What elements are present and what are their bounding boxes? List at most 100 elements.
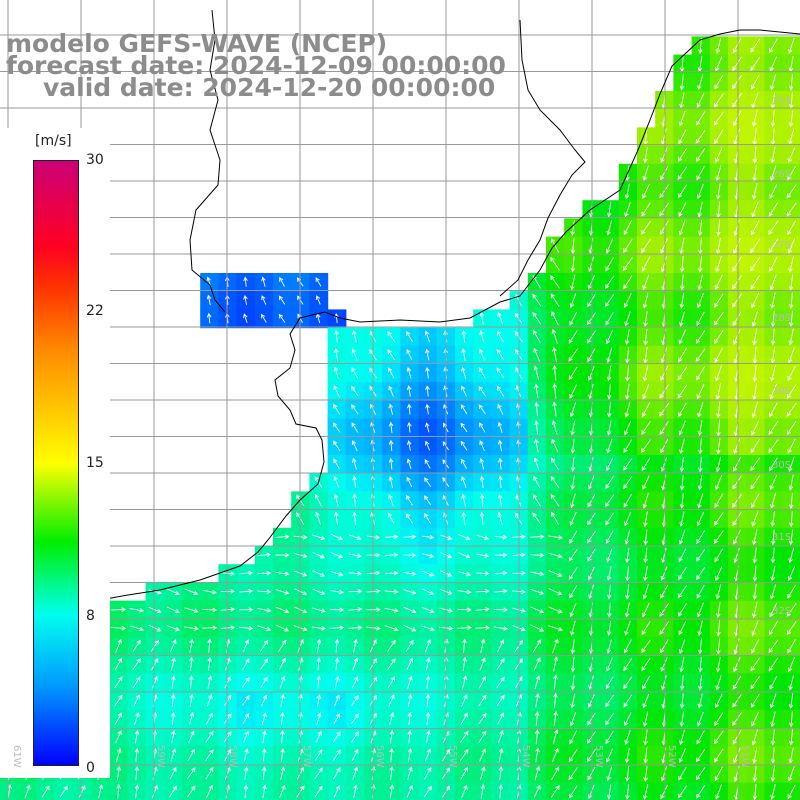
wind-arrow xyxy=(570,693,576,709)
wind-arrow xyxy=(424,330,430,343)
wind-arrow xyxy=(316,675,322,689)
wind-arrow xyxy=(752,547,758,564)
wind-arrow xyxy=(625,566,630,582)
wind-arrow xyxy=(351,385,359,397)
wind-arrow xyxy=(384,589,399,595)
wind-arrow xyxy=(461,784,468,799)
wind-arrow xyxy=(148,624,162,632)
wind-arrow xyxy=(625,584,630,600)
wind-arrow xyxy=(696,785,705,799)
wind-arrow xyxy=(493,607,509,613)
wind-arrow xyxy=(788,110,794,128)
wind-arrow xyxy=(714,147,723,163)
wind-arrow xyxy=(278,657,286,671)
wind-arrow xyxy=(733,329,741,345)
wind-arrow xyxy=(714,274,723,291)
wind-arrow xyxy=(205,749,214,761)
wind-arrow xyxy=(205,712,213,725)
wind-arrow xyxy=(643,729,648,746)
wind-arrow xyxy=(534,711,540,726)
wind-arrow xyxy=(206,294,212,306)
wind-arrow xyxy=(750,676,760,690)
wind-arrow xyxy=(643,547,648,564)
wind-arrow xyxy=(678,548,687,563)
wind-arrow xyxy=(114,657,123,671)
wind-arrow xyxy=(769,602,778,618)
wind-arrow xyxy=(605,676,614,690)
wind-arrow xyxy=(551,766,560,781)
wind-arrow xyxy=(150,639,159,652)
wind-arrow xyxy=(660,584,669,599)
wind-arrow xyxy=(607,602,612,618)
wind-arrow xyxy=(642,292,649,309)
wind-arrow xyxy=(186,785,196,798)
wind-arrow xyxy=(788,693,794,710)
wind-arrow xyxy=(787,147,796,163)
wind-arrow xyxy=(312,570,326,577)
wind-arrow xyxy=(695,748,706,763)
wind-arrow xyxy=(768,657,779,672)
wind-arrow xyxy=(457,625,472,630)
wind-arrow xyxy=(550,293,560,307)
wind-arrow xyxy=(605,748,614,763)
wind-arrow xyxy=(606,383,612,400)
wind-arrow xyxy=(696,293,704,309)
wind-arrow xyxy=(315,511,322,525)
wind-arrow xyxy=(389,784,395,799)
wind-arrow xyxy=(188,730,195,744)
wind-arrow xyxy=(606,784,612,800)
wind-arrow xyxy=(388,421,394,433)
wind-arrow xyxy=(768,621,778,636)
wind-arrow xyxy=(715,456,722,473)
wind-arrow xyxy=(78,784,86,798)
wind-arrow xyxy=(352,457,357,470)
wind-arrow xyxy=(677,147,688,162)
wind-arrow xyxy=(406,458,412,470)
wind-arrow xyxy=(388,694,395,707)
wind-arrow xyxy=(476,534,490,541)
wind-arrow xyxy=(333,511,339,525)
wind-arrow xyxy=(494,570,508,576)
wind-arrow xyxy=(115,638,122,653)
wind-arrow xyxy=(770,511,776,528)
wind-arrow xyxy=(243,294,248,305)
wind-arrow xyxy=(316,657,322,671)
wind-arrow xyxy=(770,110,776,128)
wind-arrow xyxy=(770,492,777,509)
wind-arrow xyxy=(752,747,758,765)
wind-arrow xyxy=(623,694,633,708)
wind-arrow xyxy=(261,295,267,305)
wind-arrow xyxy=(732,712,742,727)
wind-arrow xyxy=(679,693,685,709)
lon-label: 53W xyxy=(593,745,604,768)
wind-arrow xyxy=(403,589,417,595)
wind-arrow xyxy=(202,607,218,613)
wind-arrow xyxy=(114,712,123,725)
wind-arrow xyxy=(677,603,687,617)
wind-arrow xyxy=(733,529,741,545)
wind-arrow xyxy=(550,785,560,798)
wind-arrow xyxy=(606,548,613,563)
wind-arrow xyxy=(678,766,687,781)
wind-arrow xyxy=(787,165,797,181)
wind-arrow xyxy=(405,639,414,652)
wind-arrow xyxy=(751,110,758,128)
wind-arrow xyxy=(461,693,468,707)
wind-arrow xyxy=(421,588,435,595)
wind-arrow xyxy=(625,766,630,782)
wind-arrow xyxy=(330,607,345,613)
wind-arrow xyxy=(678,638,686,655)
river-border-line xyxy=(189,9,226,313)
wind-arrow xyxy=(642,584,649,600)
wind-arrow xyxy=(275,624,290,632)
wind-arrow xyxy=(788,729,794,746)
wind-arrow xyxy=(642,365,649,382)
wind-arrow xyxy=(695,330,706,344)
wind-arrow xyxy=(713,111,724,126)
wind-arrow xyxy=(714,347,723,363)
wind-arrow xyxy=(569,585,578,599)
wind-arrow xyxy=(751,729,759,746)
wind-arrow xyxy=(403,606,417,614)
wind-arrow xyxy=(714,748,724,763)
